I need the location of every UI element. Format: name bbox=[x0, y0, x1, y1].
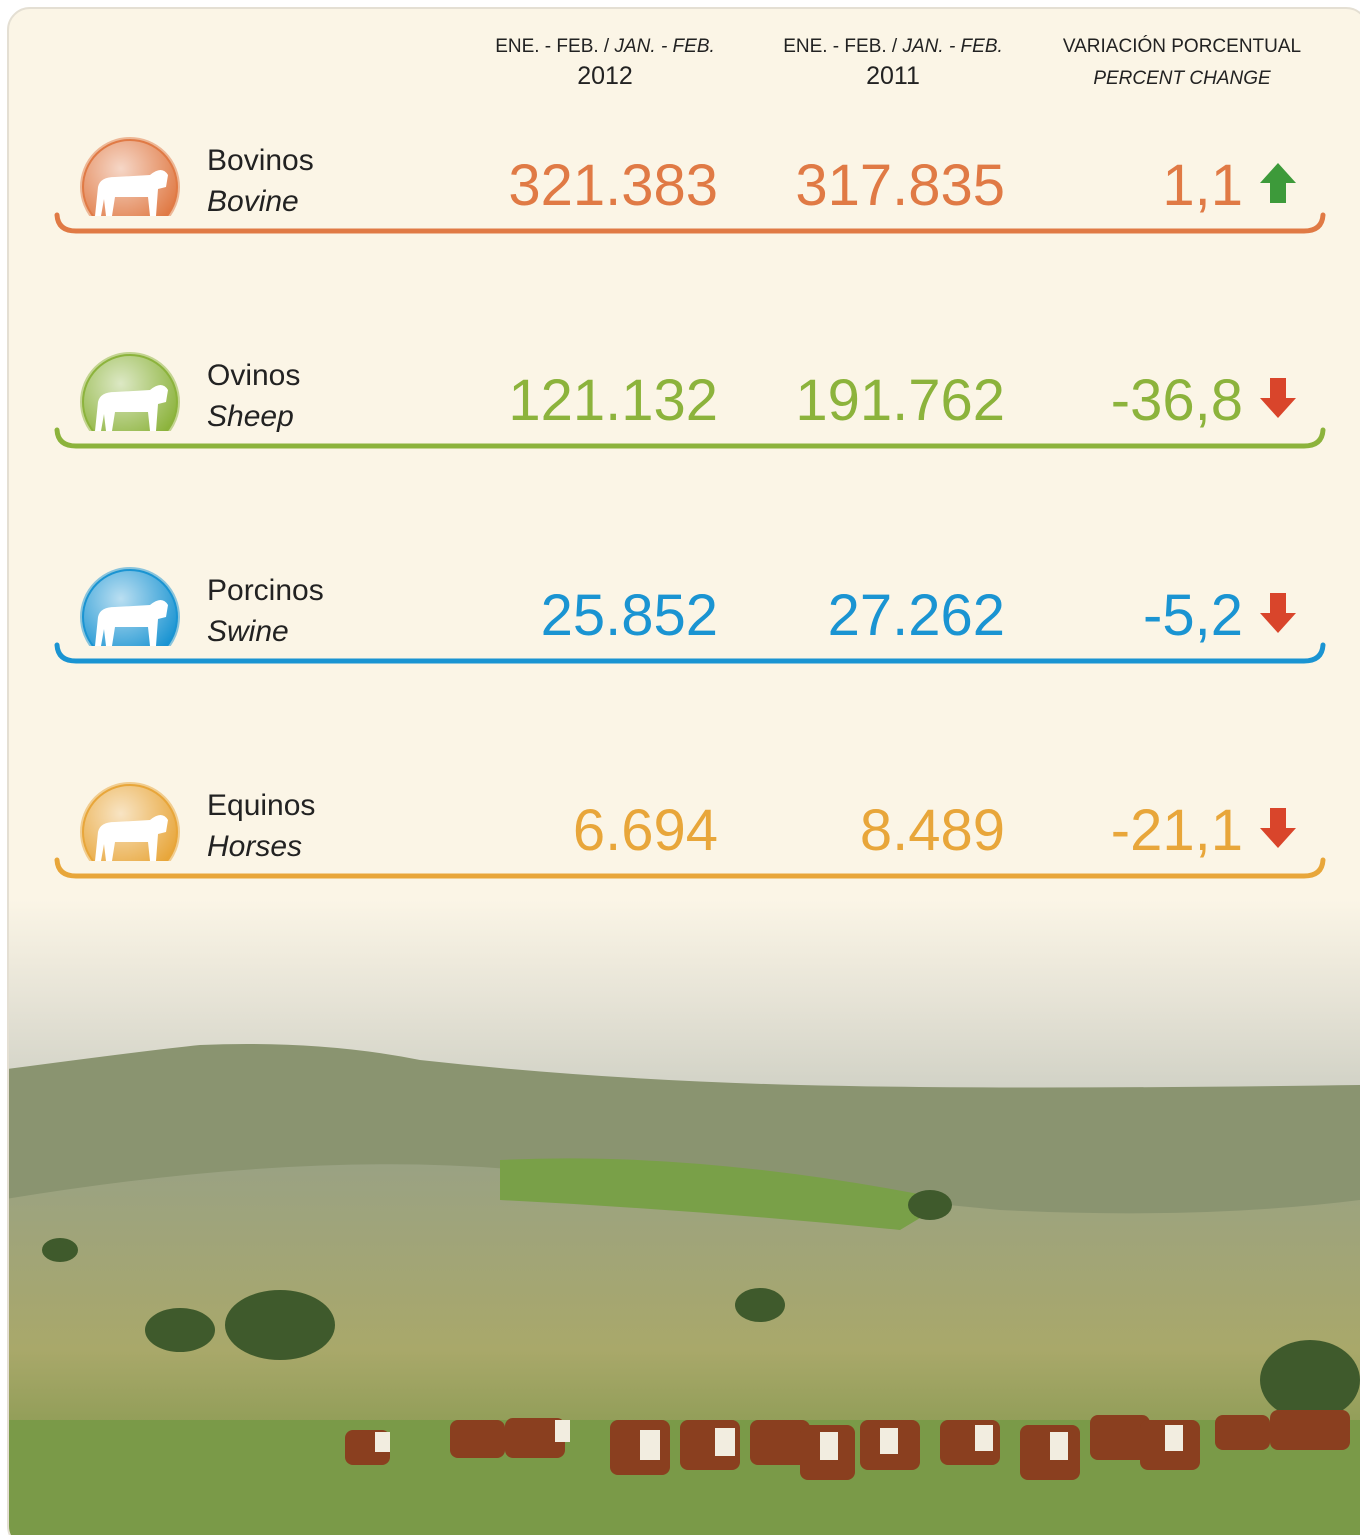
value-2011: 317.835 bbox=[795, 153, 1005, 218]
name-en: Sheep bbox=[207, 400, 294, 433]
column-year: 2012 bbox=[577, 62, 633, 90]
change: -36,8 bbox=[1111, 368, 1243, 433]
column-label: ENE. - FEB. / JAN. - FEB. bbox=[495, 36, 715, 57]
column-year: 2011 bbox=[866, 62, 920, 90]
change: -5,2 bbox=[1143, 583, 1243, 648]
label-es: ENE. - FEB. / bbox=[783, 36, 898, 57]
value-2012: 321.383 bbox=[508, 153, 718, 218]
name-en: Bovine bbox=[207, 185, 299, 218]
label-en: JAN. - FEB. bbox=[902, 36, 1003, 57]
change: 1,1 bbox=[1162, 153, 1243, 218]
name-es: Porcinos bbox=[207, 574, 324, 607]
name-en: Horses bbox=[207, 830, 302, 863]
change: -21,1 bbox=[1111, 798, 1243, 863]
label-en: JAN. - FEB. bbox=[614, 36, 715, 57]
value-2011: 27.262 bbox=[828, 583, 1005, 648]
value-2012: 121.132 bbox=[508, 368, 718, 433]
value-2012: 25.852 bbox=[541, 583, 718, 648]
label-es: ENE. - FEB. / bbox=[495, 36, 610, 57]
name-es: Ovinos bbox=[207, 359, 300, 392]
column-label: VARIACIÓN PORCENTUAL bbox=[1063, 35, 1301, 57]
page: ENE. - FEB. / JAN. - FEB. 2012 ENE. - FEB.… bbox=[0, 0, 1360, 1535]
name-es: Equinos bbox=[207, 789, 315, 822]
column-label-en: PERCENT CHANGE bbox=[1093, 68, 1271, 89]
column-label: ENE. - FEB. / JAN. - FEB. bbox=[783, 36, 1003, 57]
value-2011: 8.489 bbox=[860, 798, 1005, 863]
name-en: Swine bbox=[207, 615, 289, 648]
value-2012: 6.694 bbox=[573, 798, 718, 863]
value-2011: 191.762 bbox=[795, 368, 1005, 433]
name-es: Bovinos bbox=[207, 144, 314, 177]
